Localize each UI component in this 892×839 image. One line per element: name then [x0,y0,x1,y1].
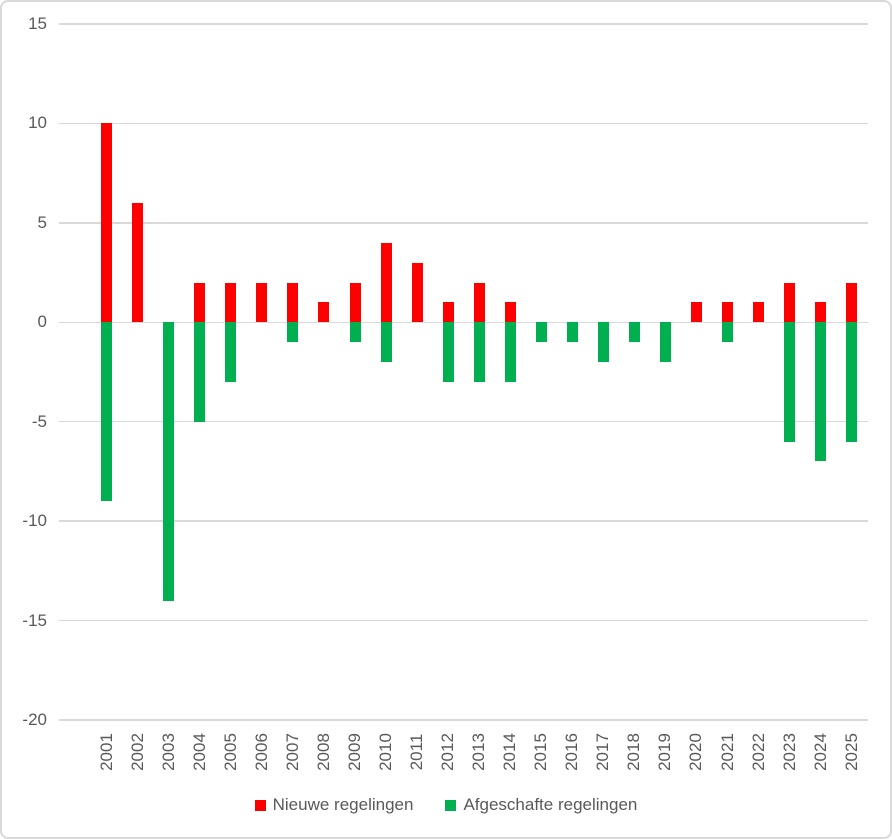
y-axis-tick-label-10: 10 [28,113,47,133]
bar-afgeschafte-2005 [225,322,237,382]
bar-nieuwe-2014 [504,302,516,323]
bar-nieuwe-2011 [411,262,423,323]
legend-item-nieuwe-regelingen: Nieuwe regelingen [254,795,414,815]
bar-afgeschafte-2014 [504,322,516,382]
gridline-y-10 [59,122,868,125]
bar-nieuwe-2006 [256,282,268,323]
bar-nieuwe-2009 [349,282,361,323]
gridline-y-15 [59,23,868,25]
bar-afgeschafte-2001 [101,322,113,502]
legend-item-afgeschafte-regelingen: Afgeschafte regelingen [445,795,637,815]
legend-label-afgeschafte-regelingen: Afgeschafte regelingen [463,795,638,814]
bar-afgeschafte-2015 [535,322,547,343]
gridline-y--5 [59,420,868,423]
bar-afgeschafte-2013 [473,322,485,382]
gridline-y-5 [59,222,868,224]
bar-nieuwe-2008 [318,302,330,323]
bar-nieuwe-2023 [784,282,796,323]
bar-nieuwe-2001 [101,123,113,323]
y-axis-tick-label--20: -20 [22,710,47,729]
gridline-y-0 [59,321,868,324]
bar-nieuwe-2007 [287,282,299,323]
gridline-y--15 [59,619,868,622]
bar-afgeschafte-2009 [349,322,361,343]
bar-nieuwe-2025 [846,282,858,323]
bar-nieuwe-2021 [722,302,733,323]
bar-afgeschafte-2012 [442,322,454,382]
legend-swatch-nieuwe-regelingen [254,799,266,811]
bar-nieuwe-2005 [225,282,237,323]
bar-nieuwe-2010 [380,242,392,323]
legend-swatch-afgeschafte-regelingen [445,799,457,811]
bar-afgeschafte-2025 [846,322,858,442]
bar-nieuwe-2004 [194,282,206,323]
bar-afgeschafte-2017 [597,322,609,363]
bar-nieuwe-2020 [690,302,702,323]
y-axis-tick-label--10: -10 [22,511,47,531]
bar-afgeschafte-2016 [566,322,578,343]
bar-afgeschafte-2007 [287,322,299,343]
bar-nieuwe-2013 [473,282,485,323]
gridline-y--10 [59,520,868,522]
bar-nieuwe-2002 [132,202,144,323]
bar-nieuwe-2024 [815,302,827,323]
legend-label-nieuwe-regelingen: Nieuwe regelingen [272,795,414,814]
y-axis-tick-label--5: -5 [31,411,47,431]
y-axis-tick-label-5: 5 [37,212,47,232]
bar-afgeschafte-2003 [163,322,175,601]
bar-afgeschafte-2023 [784,322,796,442]
bar-afgeschafte-2024 [815,322,827,462]
gridline-y--20 [59,719,868,721]
bar-nieuwe-2012 [442,302,454,323]
bar-afgeschafte-2004 [194,322,206,422]
bar-afgeschafte-2018 [628,322,640,343]
bar-afgeschafte-2010 [380,322,392,363]
y-axis-tick-label-15: 15 [28,14,47,33]
bar-afgeschafte-2021 [722,322,733,343]
bar-nieuwe-2022 [753,302,765,323]
chart-legend: Nieuwe regelingen Afgeschafte regelingen [2,795,890,815]
bar-afgeschafte-2019 [659,322,671,363]
y-axis-tick-label--15: -15 [22,610,47,630]
y-axis-tick-label-0: 0 [37,312,47,332]
x-axis-label-2025: 2025 [841,733,861,771]
